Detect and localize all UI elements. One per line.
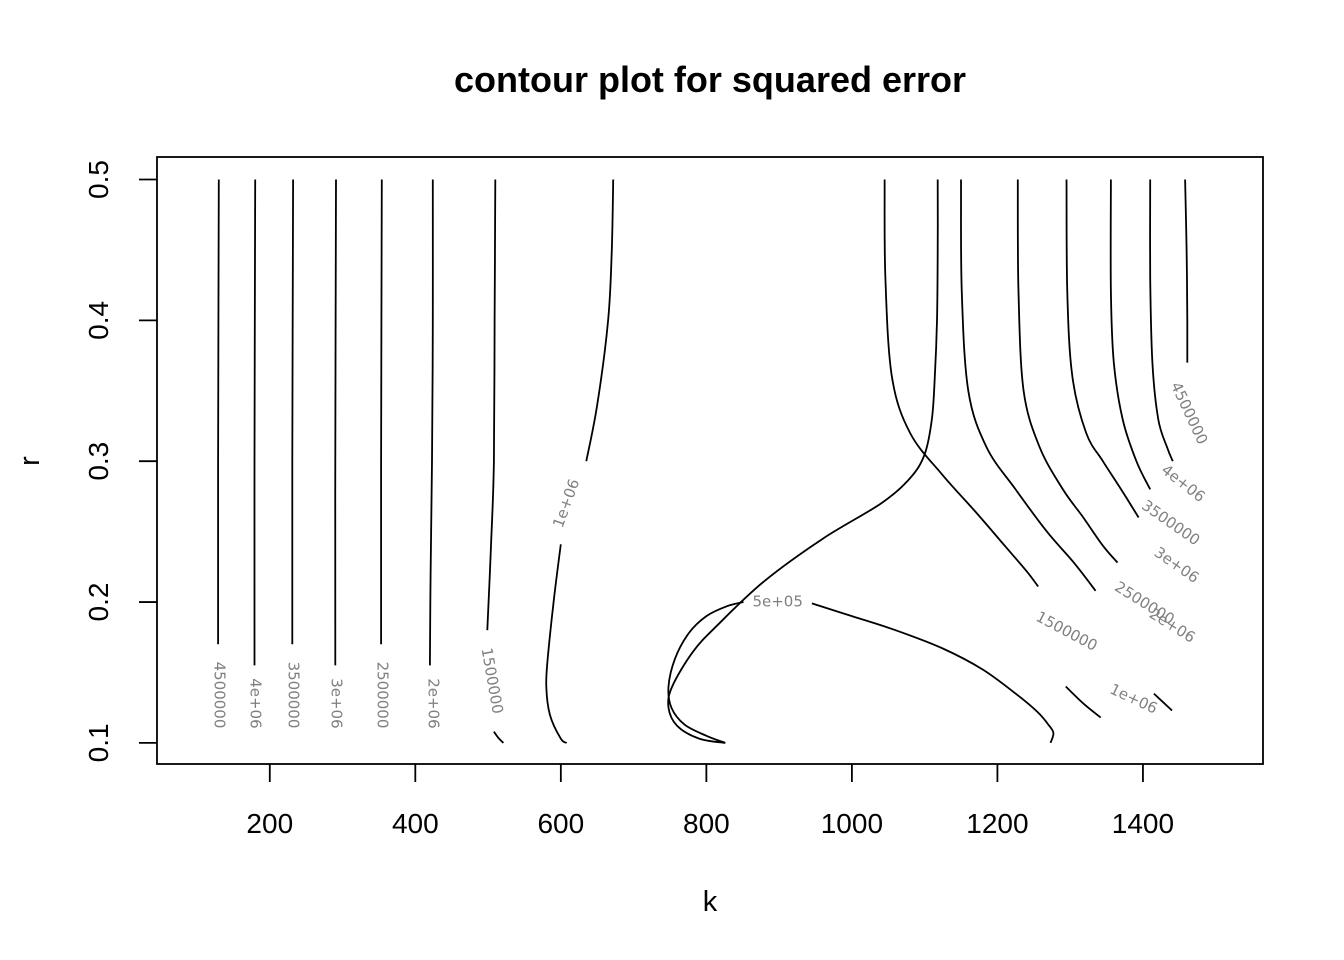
contour-label: 4e+06 <box>247 678 265 728</box>
contour-label: 1e+06 <box>1107 680 1160 718</box>
x-axis: 200 400 600 800 1000 1200 1400 <box>246 764 1174 839</box>
contour-label: 3e+06 <box>327 678 345 728</box>
x-axis-label: k <box>703 886 718 918</box>
contour-label: 4500000 <box>1167 379 1212 447</box>
contour-line-4e+06 <box>253 179 257 666</box>
contour-line-5e+05 <box>811 602 1055 744</box>
y-tick-label: 0.3 <box>83 442 114 481</box>
y-tick-label: 0.2 <box>83 583 114 622</box>
contour-line-2e+06 <box>429 179 434 666</box>
y-tick-label: 0.4 <box>83 301 114 340</box>
contour-label: 2500000 <box>373 662 391 729</box>
contour-label: 2e+06 <box>424 678 442 728</box>
contour-line-3e+06 <box>334 179 337 666</box>
y-axis-label: r <box>14 456 46 466</box>
contour-label: 1500000 <box>1033 608 1100 655</box>
contour-line-1e+06 <box>585 179 615 462</box>
y-tick-label: 0.5 <box>83 160 114 199</box>
x-tick-label: 1000 <box>821 808 883 839</box>
plot-frame <box>156 156 1264 765</box>
contour-label: 1e+06 <box>549 477 583 531</box>
contour-line-1500000 <box>883 179 1039 588</box>
x-tick-label: 1200 <box>966 808 1028 839</box>
contour-line-5e+05 <box>667 601 744 744</box>
contour-label: 4e+06 <box>1158 461 1209 506</box>
contour-label: 5e+05 <box>752 593 802 611</box>
contour-line-3500000 <box>291 179 294 645</box>
contour-line-1e+06 <box>1153 692 1173 712</box>
contour-labels: 4500000 4e+06 3500000 3e+06 2500000 2e+06 1500… <box>210 379 1211 729</box>
contour-line-1e+06 <box>667 179 939 744</box>
contour-label: 3500000 <box>1138 496 1203 549</box>
x-tick-label: 600 <box>537 808 584 839</box>
contour-line-4500000 <box>1184 179 1189 363</box>
contour-line-1500000 <box>493 731 504 744</box>
contour-line-1e+06 <box>545 544 568 744</box>
contour-line-3e+06 <box>1065 179 1140 518</box>
x-tick-label: 200 <box>246 808 293 839</box>
contour-line-3500000 <box>1109 179 1152 490</box>
y-axis: 0.1 0.2 0.3 0.4 0.5 <box>83 160 157 762</box>
chart-title: contour plot for squared error <box>454 59 966 100</box>
contour-label: 3500000 <box>285 662 303 729</box>
y-tick-label: 0.1 <box>83 723 114 762</box>
contour-line-2e+06 <box>960 179 1097 592</box>
contour-line-4e+06 <box>1149 179 1174 462</box>
contour-label: 4500000 <box>210 662 228 729</box>
contour-line-1e+06 <box>1065 685 1102 719</box>
contour-line-1500000 <box>486 179 497 631</box>
contour-line-2500000 <box>380 179 383 645</box>
contour-label: 1500000 <box>478 646 507 715</box>
contour-label: 3e+06 <box>1151 543 1203 587</box>
x-tick-label: 1400 <box>1112 808 1174 839</box>
contour-line-4500000 <box>217 179 220 645</box>
x-tick-label: 400 <box>392 808 439 839</box>
contour-line-2500000 <box>1016 179 1119 564</box>
x-tick-label: 800 <box>683 808 730 839</box>
contour-lines <box>217 179 1189 744</box>
